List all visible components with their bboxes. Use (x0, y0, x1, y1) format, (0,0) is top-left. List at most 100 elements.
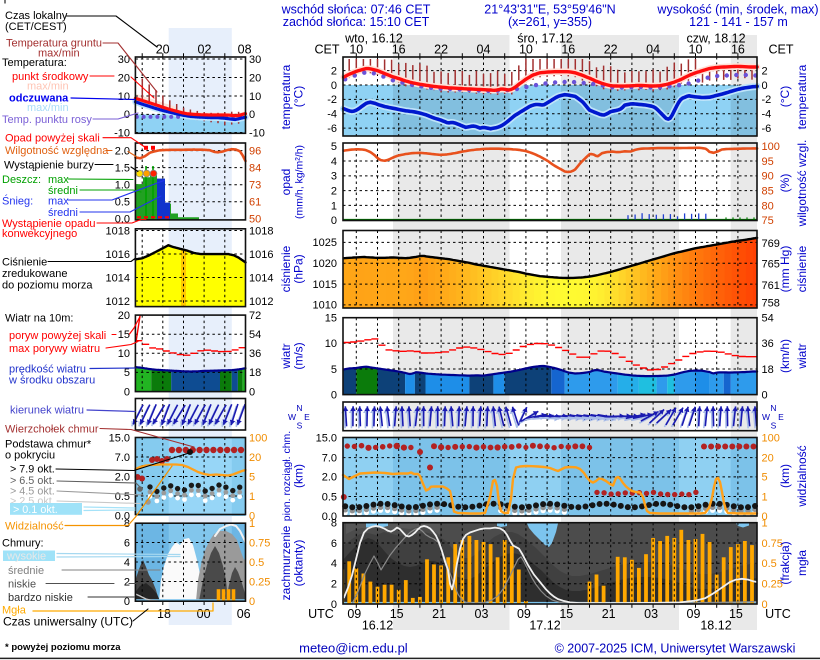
svg-text:06: 06 (237, 607, 251, 621)
svg-text:20: 20 (156, 43, 170, 57)
svg-text:0: 0 (249, 596, 255, 608)
svg-text:Wiatr na 10m:: Wiatr na 10m: (5, 313, 73, 325)
svg-text:1016: 1016 (106, 249, 130, 261)
svg-text:04: 04 (646, 43, 660, 57)
svg-text:-10: -10 (249, 127, 265, 139)
svg-text:(m/s): (m/s) (292, 342, 306, 369)
svg-text:max/min: max/min (27, 102, 69, 114)
svg-text:0: 0 (762, 80, 768, 92)
svg-text:W: W (288, 412, 296, 422)
svg-text:758: 758 (762, 297, 780, 309)
svg-text:2: 2 (331, 579, 337, 591)
svg-text:54: 54 (249, 329, 261, 341)
svg-text:96: 96 (249, 145, 261, 157)
svg-text:15: 15 (559, 607, 573, 621)
svg-text:ciśnienie: ciśnienie (795, 245, 809, 292)
svg-text:Wilgotność względna: Wilgotność względna (5, 145, 109, 157)
svg-text:E: E (304, 412, 310, 422)
svg-text:(%): (%) (778, 174, 792, 193)
svg-text:0.25: 0.25 (762, 579, 783, 591)
svg-text:09: 09 (687, 607, 701, 621)
svg-text:1: 1 (762, 491, 768, 503)
svg-text:wysokie: wysokie (6, 551, 46, 563)
svg-text:0.5: 0.5 (115, 491, 130, 503)
svg-text:mgła: mgła (795, 550, 809, 576)
svg-text:Temperatura gruntu: Temperatura gruntu (6, 38, 102, 50)
svg-text:0.5: 0.5 (115, 197, 130, 209)
svg-text:1: 1 (331, 200, 337, 212)
svg-text:-10: -10 (114, 127, 130, 139)
svg-text:Czas lokalny: Czas lokalny (5, 10, 68, 22)
svg-text:2: 2 (762, 65, 768, 77)
svg-text:prędkość wiatru: prędkość wiatru (9, 363, 86, 375)
svg-text:(°C): (°C) (778, 86, 792, 107)
svg-text:5: 5 (331, 141, 337, 153)
svg-text:© 2007-2025 ICM, Uniwersytet W: © 2007-2025 ICM, Uniwersytet Warszawski (555, 642, 796, 656)
svg-text:1: 1 (249, 518, 255, 530)
svg-text:1012: 1012 (249, 296, 273, 308)
svg-text:0: 0 (331, 599, 337, 611)
svg-text:0.0: 0.0 (115, 510, 130, 522)
svg-text:UTC: UTC (765, 607, 791, 621)
svg-text:0: 0 (249, 386, 255, 398)
svg-text:0.75: 0.75 (249, 537, 270, 549)
svg-text:10: 10 (249, 91, 261, 103)
svg-text:o pokryciu: o pokryciu (5, 450, 55, 462)
svg-text:2: 2 (331, 186, 337, 198)
svg-text:0: 0 (249, 109, 255, 121)
svg-text:(hPa): (hPa) (292, 254, 306, 283)
svg-text:4: 4 (331, 156, 337, 168)
svg-text:max/min: max/min (38, 47, 80, 59)
svg-text:niskie: niskie (8, 579, 36, 591)
svg-text:Opad powyżej skali: Opad powyżej skali (5, 133, 100, 145)
svg-text:54: 54 (762, 313, 774, 325)
svg-text:73: 73 (249, 180, 261, 192)
svg-text:22: 22 (434, 43, 448, 57)
svg-text:wysokość (min, środek, max): wysokość (min, środek, max) (656, 3, 818, 17)
svg-text:widzialność: widzialność (795, 445, 809, 507)
svg-text:20: 20 (249, 72, 261, 84)
svg-text:wiatr: wiatr (795, 343, 809, 369)
svg-text:Śnieg:: Śnieg: (2, 195, 33, 208)
svg-text:36: 36 (249, 348, 261, 360)
svg-text:0.25: 0.25 (249, 576, 270, 588)
svg-text:S: S (297, 421, 303, 431)
svg-text:90: 90 (762, 171, 774, 183)
svg-text:UTC: UTC (308, 607, 334, 621)
svg-text:08: 08 (238, 43, 252, 57)
svg-text:(km/h): (km/h) (778, 339, 792, 373)
svg-text:wilgotność wzgl.: wilgotność wzgl. (795, 140, 809, 228)
svg-text:1014: 1014 (249, 272, 273, 284)
svg-text:21: 21 (432, 607, 446, 621)
svg-text:5: 5 (249, 471, 255, 483)
svg-text:ciśnienie: ciśnienie (279, 245, 293, 292)
svg-text:-4: -4 (762, 109, 772, 121)
svg-text:84: 84 (249, 162, 261, 174)
svg-text:6: 6 (124, 537, 130, 549)
svg-text:4: 4 (331, 558, 337, 570)
svg-text:0: 0 (124, 596, 130, 608)
svg-text:16: 16 (561, 43, 575, 57)
svg-text:Deszcz:: Deszcz: (2, 174, 41, 186)
svg-text:0: 0 (762, 599, 768, 611)
svg-text:E: E (778, 412, 784, 422)
svg-text:Wierzchołek chmur: Wierzchołek chmur (5, 423, 99, 435)
svg-text:(oktanty): (oktanty) (292, 540, 306, 587)
svg-text:do poziomu morza: do poziomu morza (2, 280, 93, 292)
svg-text:75: 75 (762, 215, 774, 227)
svg-text:1025: 1025 (313, 237, 337, 249)
svg-text:09: 09 (347, 607, 361, 621)
svg-text:2.0: 2.0 (115, 471, 130, 483)
svg-text:0: 0 (124, 386, 130, 398)
svg-text:0: 0 (331, 80, 337, 92)
svg-text:(x=261, y=355): (x=261, y=355) (508, 15, 592, 29)
svg-text:wschód słońca: 07:46 CET: wschód słońca: 07:46 CET (281, 3, 431, 17)
svg-text:21: 21 (602, 607, 616, 621)
svg-text:1: 1 (762, 518, 768, 530)
svg-text:2: 2 (331, 65, 337, 77)
svg-text:zachód słońca: 15:10 CET: zachód słońca: 15:10 CET (283, 15, 430, 29)
svg-text:1: 1 (249, 491, 255, 503)
svg-text:kierunek wiatru: kierunek wiatru (10, 405, 84, 417)
svg-text:2: 2 (124, 576, 130, 588)
svg-text:7.0: 7.0 (115, 452, 130, 464)
